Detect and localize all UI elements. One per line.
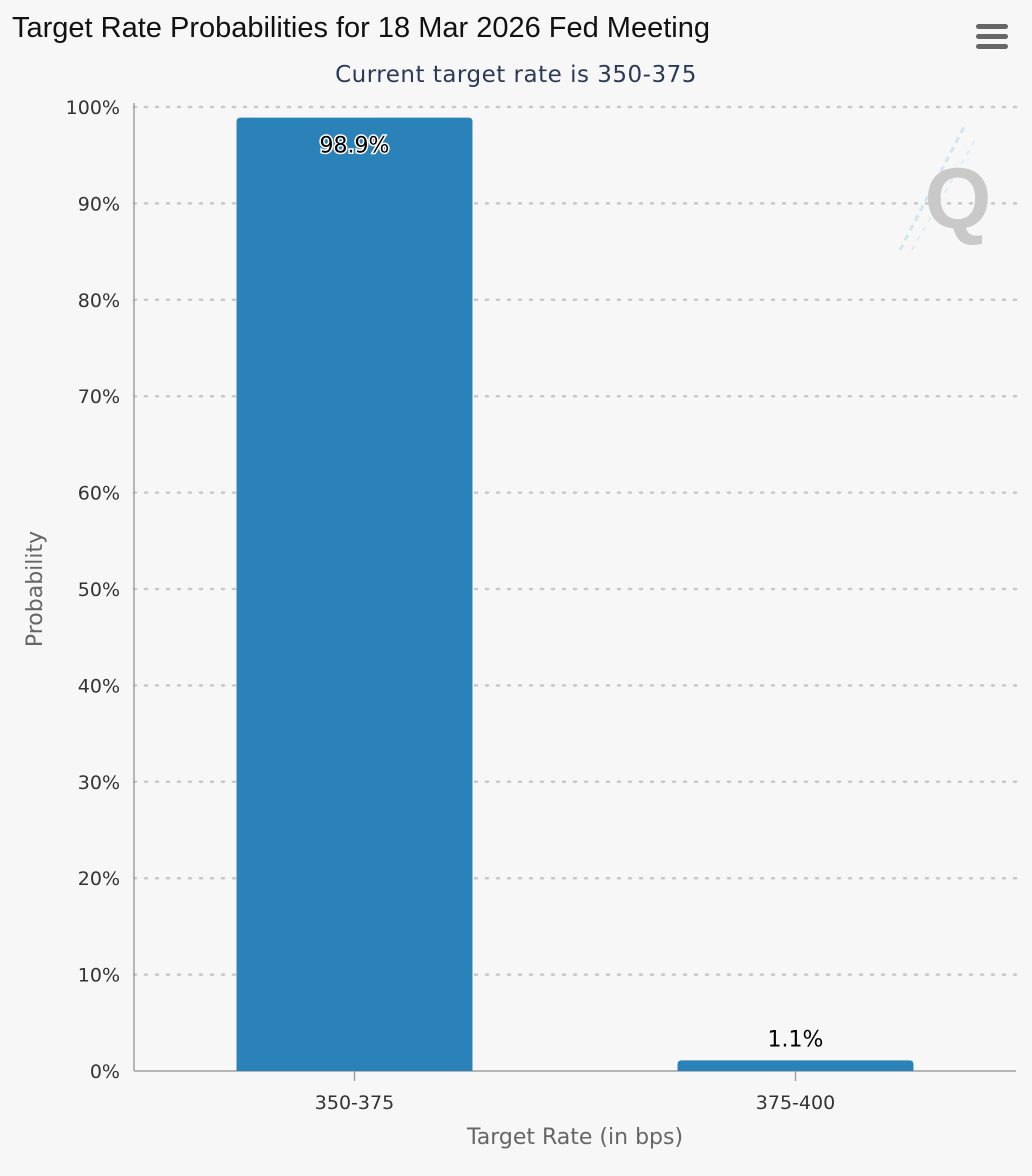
- grid-lines: [132, 105, 1018, 976]
- chart-title: Target Rate Probabilities for 18 Mar 202…: [12, 12, 710, 44]
- x-tick-label: 375-400: [756, 1092, 835, 1114]
- data-label: 1.1%: [768, 1027, 824, 1052]
- bar-350-375[interactable]: [236, 117, 473, 1071]
- y-tick-label: 80%: [78, 290, 120, 312]
- y-tick-label: 20%: [78, 868, 120, 890]
- data-label: 98.9%: [320, 134, 390, 159]
- y-tick-label: 70%: [78, 386, 120, 408]
- y-tick-label: 40%: [78, 675, 120, 697]
- chart-menu-button[interactable]: [970, 20, 1014, 56]
- watermark-letter: Q: [925, 151, 992, 247]
- bar-375-400[interactable]: [677, 1060, 914, 1071]
- data-labels: 98.9% 1.1%: [318, 132, 824, 1052]
- y-tick-label: 30%: [78, 772, 120, 794]
- x-axis-title: Target Rate (in bps): [466, 1125, 683, 1150]
- y-tick-label: 90%: [78, 193, 120, 215]
- y-tick-label: 100%: [66, 97, 120, 119]
- bars: [236, 117, 914, 1071]
- y-tick-label: 10%: [78, 965, 120, 987]
- y-tick-label: 60%: [78, 483, 120, 505]
- x-axis-tick-labels: 350-375 375-400: [315, 1092, 835, 1114]
- y-tick-label: 50%: [78, 579, 120, 601]
- y-tick-label: 0%: [90, 1061, 120, 1083]
- quikstrike-q-logo-icon: Q: [898, 124, 992, 251]
- chart-subtitle: Current target rate is 350-375: [335, 62, 697, 88]
- x-tick-label: 350-375: [315, 1092, 394, 1114]
- y-axis-tick-labels: 0% 10% 20% 30% 40% 50% 60% 70% 80% 90% 100%: [66, 97, 120, 1083]
- y-axis-title: Probability: [23, 531, 48, 647]
